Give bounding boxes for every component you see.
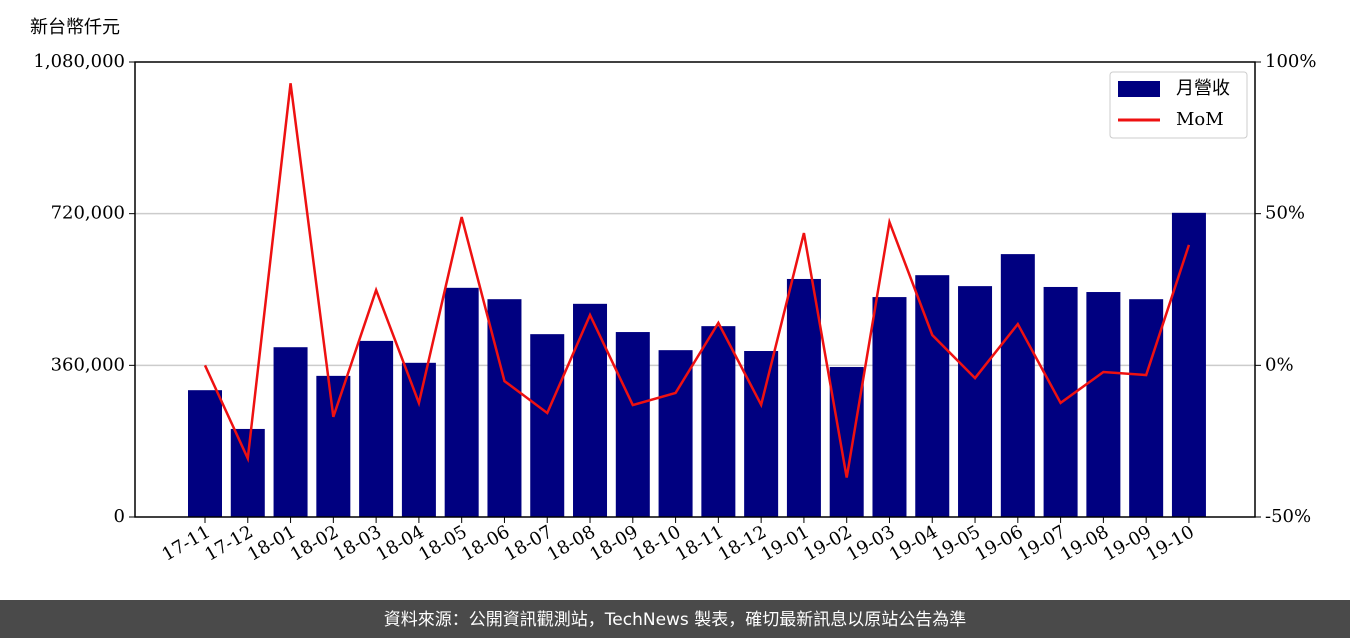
- bar: [273, 347, 308, 517]
- x-tick-label: 18-04: [372, 521, 427, 565]
- y-axis-label: 新台幣仟元: [30, 17, 120, 38]
- x-tick-label: 18-08: [544, 521, 599, 565]
- y-tick-label: 360,000: [51, 354, 125, 375]
- bar: [872, 297, 907, 517]
- bar: [316, 375, 351, 517]
- bar: [359, 340, 394, 517]
- x-tick-label: 18-09: [586, 521, 641, 565]
- bar: [829, 367, 864, 517]
- bar: [615, 332, 650, 517]
- y-tick-label: 720,000: [51, 203, 125, 224]
- y2-tick-label: -50%: [1265, 506, 1311, 527]
- x-tick-label: 17-11: [159, 521, 214, 565]
- x-tick-label: 18-05: [415, 521, 470, 565]
- bar: [188, 390, 222, 517]
- legend-label: MoM: [1176, 109, 1224, 130]
- bar: [701, 326, 736, 517]
- x-tick-label: 18-03: [330, 521, 385, 565]
- x-tick-label: 19-04: [886, 521, 941, 565]
- bar: [744, 351, 779, 517]
- x-tick-label: 18-10: [629, 521, 684, 565]
- bar: [1000, 254, 1035, 517]
- legend-swatch: [1118, 81, 1160, 97]
- x-tick-label: 18-07: [501, 521, 556, 565]
- bar: [230, 428, 265, 517]
- x-tick-label: 18-11: [672, 521, 727, 565]
- x-tick-label: 19-05: [929, 521, 984, 565]
- bar: [573, 303, 608, 517]
- x-tick-label: 17-12: [201, 521, 256, 565]
- bar: [786, 278, 821, 517]
- x-tick-label: 18-12: [715, 521, 770, 565]
- bar: [401, 362, 436, 517]
- bar: [1129, 299, 1164, 517]
- x-tick-label: 19-09: [1100, 521, 1155, 565]
- bar: [658, 350, 693, 517]
- x-tick-label: 18-02: [287, 521, 342, 565]
- bar: [1086, 292, 1121, 517]
- y-tick-label: 1,080,000: [33, 51, 125, 72]
- bar: [1171, 212, 1206, 517]
- x-tick-label: 19-08: [1057, 521, 1112, 565]
- x-tick-label: 19-03: [843, 521, 898, 565]
- x-tick-label: 19-07: [1014, 521, 1069, 565]
- y2-tick-label: 50%: [1265, 203, 1305, 224]
- footer-bar: [0, 600, 1350, 638]
- y-tick-label: 0: [114, 506, 125, 527]
- bar: [530, 334, 565, 517]
- x-tick-label: 19-10: [1143, 521, 1198, 565]
- plot-frame: [134, 61, 1256, 518]
- bar: [915, 275, 950, 517]
- x-tick-label: 18-01: [244, 521, 299, 565]
- bar: [958, 286, 993, 517]
- mom-line: [203, 83, 1191, 478]
- bar: [444, 287, 479, 517]
- legend-label: 月營收: [1176, 78, 1230, 99]
- x-tick-label: 18-06: [458, 521, 513, 565]
- footer-text: 資料來源：公開資訊觀測站，TechNews 製表，確切最新訊息以原站公告為準: [384, 610, 966, 630]
- x-tick-label: 19-01: [757, 521, 812, 565]
- x-tick-label: 19-02: [800, 521, 855, 565]
- y2-tick-label: 100%: [1265, 51, 1316, 72]
- y2-tick-label: 0%: [1265, 354, 1294, 375]
- x-tick-label: 19-06: [971, 521, 1026, 565]
